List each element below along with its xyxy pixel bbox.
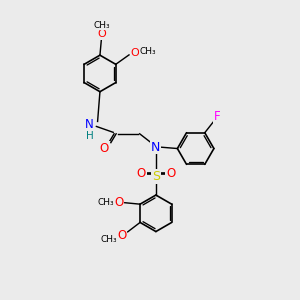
Text: O: O [130,48,139,58]
Text: N: N [85,118,94,131]
Text: O: O [97,29,106,39]
Text: CH₃: CH₃ [101,235,118,244]
Text: N: N [151,141,160,154]
Text: O: O [100,142,109,155]
Text: CH₃: CH₃ [139,46,156,56]
Text: CH₃: CH₃ [93,21,110,30]
Text: CH₃: CH₃ [97,198,114,207]
Text: H: H [86,131,94,141]
Text: O: O [166,167,175,180]
Text: F: F [214,110,220,123]
Text: S: S [152,170,160,183]
Text: O: O [114,196,124,209]
Text: O: O [136,167,146,180]
Text: O: O [117,229,126,242]
